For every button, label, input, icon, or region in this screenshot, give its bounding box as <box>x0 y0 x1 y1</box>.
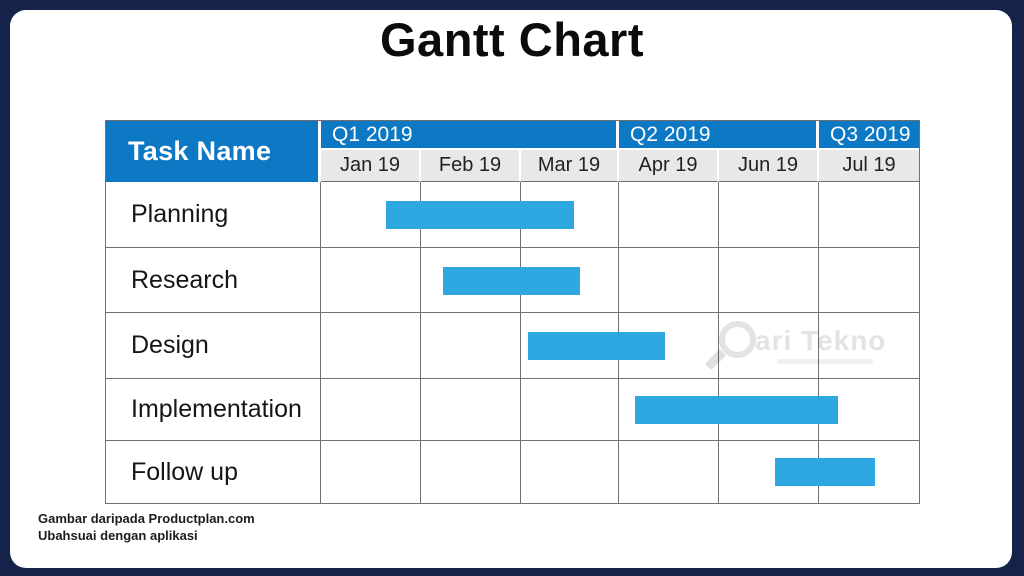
gantt-grid-cell <box>521 379 619 441</box>
gantt-grid-cell <box>719 441 819 503</box>
gantt-grid-cell <box>819 313 919 379</box>
gantt-grid-cell <box>321 441 421 503</box>
gantt-grid-cell <box>421 441 521 503</box>
month-header-cell: Jul 19 <box>819 150 919 182</box>
task-name-header: Task Name <box>106 121 321 182</box>
task-row-label: Design <box>106 313 321 379</box>
gantt-grid-cell <box>619 248 719 313</box>
gantt-grid-cell <box>521 182 619 248</box>
watermark-cari-tekno: ari Tekno <box>704 316 887 371</box>
task-row-label: Follow up <box>106 441 321 503</box>
gantt-grid-cell <box>421 248 521 313</box>
gantt-grid-cell <box>619 313 719 379</box>
quarter-header-cell: Q2 2019 <box>619 121 819 150</box>
gantt-grid-cell <box>421 379 521 441</box>
gantt-grid-cell <box>421 182 521 248</box>
month-header-cell: Apr 19 <box>619 150 719 182</box>
month-header-cell: Jan 19 <box>321 150 421 182</box>
task-row-label: Implementation <box>106 379 321 441</box>
month-header-cell: Mar 19 <box>521 150 619 182</box>
task-row-label: Research <box>106 248 321 313</box>
gantt-grid-cell <box>819 379 919 441</box>
gantt-grid-cell <box>819 248 919 313</box>
gantt-grid-cell <box>619 182 719 248</box>
credit-line-2: Ubahsuai dengan aplikasi <box>38 528 198 543</box>
watermark-tagline <box>777 359 873 364</box>
task-row-label: Planning <box>106 182 321 248</box>
gantt-grid-cell <box>321 313 421 379</box>
gantt-grid-cell <box>719 248 819 313</box>
watermark-text: ari Tekno <box>755 325 887 356</box>
gantt-grid-cell <box>719 379 819 441</box>
magnifier-icon <box>704 316 756 371</box>
gantt-grid-cell <box>521 248 619 313</box>
gantt-grid-cell <box>719 182 819 248</box>
gantt-grid-cell <box>421 313 521 379</box>
gantt-grid-cell <box>321 379 421 441</box>
gantt-grid-cell <box>321 248 421 313</box>
gantt-grid-cell <box>521 441 619 503</box>
month-header-cell: Feb 19 <box>421 150 521 182</box>
gantt-grid-cell <box>819 441 919 503</box>
quarter-header-cell: Q3 2019 <box>819 121 919 150</box>
credit-line-1: Gambar daripada Productplan.com <box>38 511 255 526</box>
gantt-grid-cell <box>619 441 719 503</box>
page-title: Gantt Chart <box>380 13 644 66</box>
credit-note: Gambar daripada Productplan.com Ubahsuai… <box>38 510 255 544</box>
gantt-grid-cell <box>819 182 919 248</box>
gantt-grid-cell <box>521 313 619 379</box>
month-header-cell: Jun 19 <box>719 150 819 182</box>
gantt-grid-cell <box>321 182 421 248</box>
gantt-grid-cell <box>619 379 719 441</box>
quarter-header-cell: Q1 2019 <box>321 121 619 150</box>
gantt-chart: Task Name Q1 2019 Q2 2019 Q3 2019 Jan 19 Feb… <box>105 120 920 504</box>
